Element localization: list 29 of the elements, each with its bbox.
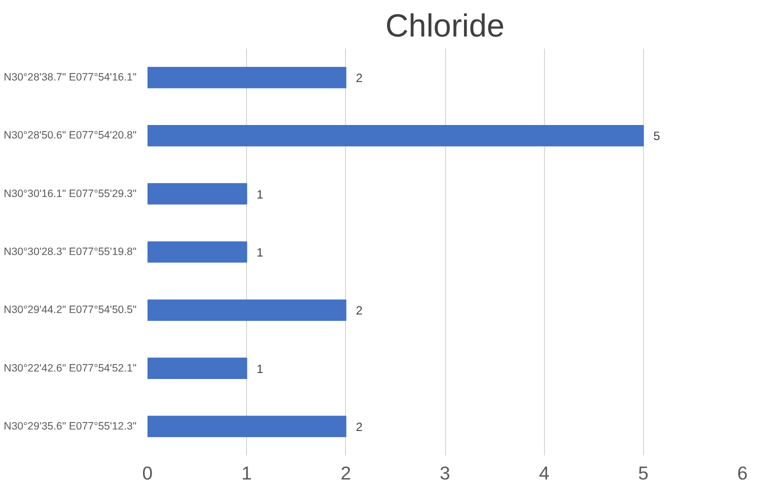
y-tick-label: N30°28'50.6" E077°54'20.8"	[4, 130, 137, 142]
x-tick-label: 3	[440, 462, 450, 482]
bar	[148, 66, 346, 88]
y-tick-label: N30°30'28.3" E077°55'19.8"	[4, 246, 137, 258]
x-tick-label: 4	[538, 462, 550, 482]
data-label: 1	[256, 246, 264, 260]
data-label: 1	[256, 187, 264, 202]
x-tick-label: 0	[142, 462, 153, 482]
data-label: 5	[653, 129, 660, 144]
x-tick-label: 5	[638, 462, 649, 482]
data-label: 1	[256, 362, 264, 376]
bar	[148, 299, 346, 321]
bar	[148, 241, 248, 263]
x-tick-label: 2	[340, 462, 352, 482]
bar	[148, 358, 248, 379]
y-tick-label: N30°28'38.7" E077°54'16.1"	[4, 72, 137, 84]
y-tick-label: N30°30'16.1" E077°55'29.3"	[4, 188, 137, 200]
x-tick-label: 1	[241, 462, 252, 482]
bar	[148, 416, 346, 438]
bar	[148, 183, 248, 205]
chart-title: Chloride	[385, 8, 505, 44]
data-label: 2	[356, 71, 363, 86]
y-tick-label: N30°29'44.2" E077°54'50.5"	[4, 304, 137, 316]
x-tick-label: 6	[737, 462, 748, 482]
data-label: 2	[356, 304, 363, 318]
bar	[148, 125, 644, 146]
y-tick-label: N30°29'35.6" E077°55'12.3"	[4, 420, 137, 432]
y-tick-label: N30°22'42.6" E077°54'52.1"	[4, 362, 137, 374]
data-label: 2	[356, 420, 363, 434]
